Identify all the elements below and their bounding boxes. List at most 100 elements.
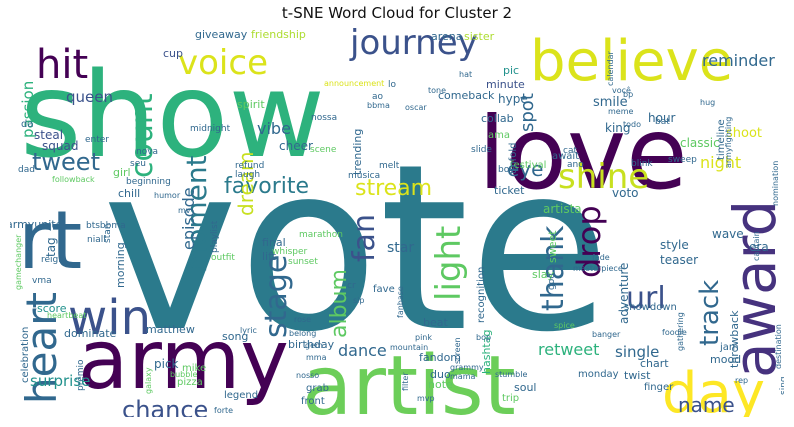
cloud-word-105: mike: [182, 363, 206, 374]
cloud-word-148: oscar: [405, 103, 427, 112]
cloud-word-60: trending: [351, 129, 364, 175]
cloud-word-45: friendship: [251, 28, 306, 41]
cloud-word-46: arena: [431, 30, 463, 43]
cloud-word-59: cheer: [279, 139, 313, 153]
cloud-word-126: seu: [130, 159, 146, 169]
cloud-word-114: chill: [118, 187, 140, 200]
cloud-word-70: morning: [114, 242, 127, 288]
cloud-word-20: tweet: [32, 148, 100, 176]
cloud-word-87: beat: [423, 316, 448, 329]
cloud-word-82: adventure: [617, 263, 631, 324]
cloud-word-135: god: [547, 273, 557, 290]
cloud-word-56: hour: [648, 111, 676, 125]
cloud-word-47: sister: [464, 30, 495, 43]
cloud-word-65: final: [262, 236, 286, 249]
word-cloud: vote show love artist army rt believe award day w…: [10, 28, 784, 417]
cloud-word-143: melt: [379, 161, 400, 171]
cloud-word-188: lyric: [240, 326, 257, 335]
cloud-word-186: mma: [306, 353, 327, 362]
cloud-word-147: lo: [388, 80, 397, 90]
cloud-word-64: tag: [44, 237, 58, 257]
cloud-word-181: sip: [353, 296, 364, 305]
cloud-word-69: score: [37, 302, 67, 315]
cloud-word-153: você: [612, 85, 631, 95]
cloud-word-160: nomination: [771, 161, 780, 206]
cloud-word-146: ao: [372, 92, 384, 102]
cloud-word-54: smile: [593, 95, 628, 110]
cloud-word-121: scene: [310, 145, 337, 155]
cloud-word-110: festival: [510, 160, 546, 171]
cloud-word-53: collab: [481, 112, 514, 125]
cloud-word-31: dream: [234, 151, 258, 216]
cloud-word-16: moment: [180, 155, 213, 273]
cloud-word-152: tone: [428, 86, 446, 95]
cloud-word-138: blink: [631, 159, 653, 169]
cloud-word-35: passion: [19, 81, 37, 138]
cloud-word-185: rose: [294, 315, 311, 324]
cloud-word-32: episode: [179, 187, 198, 250]
cloud-word-115: playlist: [210, 220, 220, 253]
cloud-word-145: nossa: [311, 113, 337, 123]
cloud-word-172: stumble: [495, 370, 527, 379]
cloud-word-36: spot: [517, 93, 538, 132]
cloud-word-95: teaser: [660, 253, 698, 267]
cloud-word-139: bat: [655, 117, 670, 127]
cloud-word-27: fan: [347, 214, 382, 262]
cloud-word-25: track: [695, 280, 725, 346]
cloud-word-38: night: [700, 153, 741, 172]
cloud-word-119: whisper: [272, 247, 308, 257]
cloud-word-10: heart: [17, 292, 66, 404]
cloud-word-58: classic: [680, 136, 720, 150]
cloud-word-61: spirit: [237, 98, 265, 111]
cloud-word-40: retweet: [538, 340, 599, 359]
cloud-word-191: prêmio: [75, 359, 86, 391]
cloud-word-178: pink: [415, 333, 432, 342]
cloud-word-111: await: [552, 151, 579, 162]
cloud-word-116: refund: [235, 161, 264, 171]
cloud-word-120: sunset: [288, 257, 318, 267]
cloud-word-176: mama: [450, 372, 475, 381]
cloud-word-97: era: [749, 240, 769, 254]
cloud-word-15: count: [125, 93, 160, 178]
cloud-word-88: soul: [514, 381, 537, 394]
cloud-word-177: screen: [453, 337, 462, 364]
cloud-word-11: journey: [349, 28, 478, 63]
cloud-word-39: dance: [338, 341, 387, 360]
cloud-word-44: giveaway: [195, 28, 248, 41]
cloud-word-165: foodie: [662, 328, 687, 337]
cloud-word-136: cat: [563, 146, 577, 156]
cloud-word-159: armyfighting: [724, 117, 733, 168]
cloud-word-12: hit: [36, 42, 88, 88]
cloud-word-187: nosso: [296, 371, 319, 380]
cloud-word-102: grab: [306, 383, 329, 394]
cloud-word-161: captain: [752, 231, 761, 261]
cloud-word-197: mv: [178, 206, 191, 215]
cloud-word-163: destination: [774, 324, 783, 369]
cloud-word-154: meme: [608, 107, 634, 116]
cloud-word-90: chart: [640, 357, 669, 370]
cloud-word-131: niall: [87, 235, 106, 245]
cloud-word-84: artista: [543, 202, 582, 216]
cloud-word-100: celebration: [20, 327, 31, 383]
cloud-word-166: gathering: [676, 312, 685, 351]
cloud-word-3: artist: [302, 339, 516, 417]
cloud-word-42: surprise: [30, 372, 90, 390]
cloud-word-190: gamechanger: [14, 234, 23, 290]
cloud-word-142: slide: [471, 145, 492, 155]
cloud-word-133: reign: [41, 255, 64, 265]
cloud-word-101: legend: [224, 390, 258, 401]
cloud-word-175: grammy: [450, 363, 484, 372]
cloud-word-118: marathon: [299, 230, 343, 240]
cloud-word-98: throwback: [728, 310, 741, 368]
cloud-word-68: girl: [113, 166, 131, 179]
cloud-word-24: eye: [507, 157, 543, 181]
cloud-word-149: bbma: [367, 101, 390, 110]
cloud-word-193: bubble: [170, 370, 198, 379]
cloud-word-93: jam: [719, 342, 739, 353]
cloud-word-107: monday: [578, 369, 619, 380]
cloud-word-74: song: [222, 330, 248, 343]
cloud-word-52: hype: [498, 92, 528, 106]
cloud-word-77: duo: [430, 368, 451, 381]
cloud-word-63: steal: [34, 128, 63, 142]
